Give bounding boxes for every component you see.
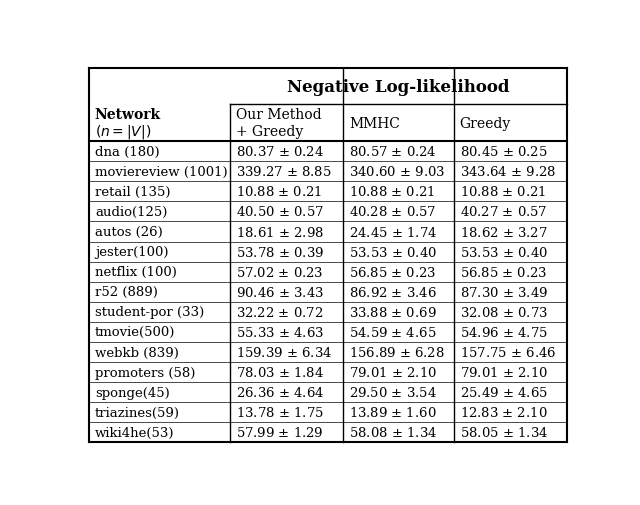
Text: 54.59 $\pm$ 4.65: 54.59 $\pm$ 4.65 xyxy=(349,325,436,339)
Text: 18.62 $\pm$ 3.27: 18.62 $\pm$ 3.27 xyxy=(460,225,547,239)
Text: r52 (889): r52 (889) xyxy=(95,286,157,298)
Text: MMHC: MMHC xyxy=(349,117,400,130)
Text: Greedy: Greedy xyxy=(460,117,511,130)
Text: + Greedy: + Greedy xyxy=(236,125,303,139)
Text: 33.88 $\pm$ 0.69: 33.88 $\pm$ 0.69 xyxy=(349,305,437,319)
Text: 12.83 $\pm$ 2.10: 12.83 $\pm$ 2.10 xyxy=(460,406,547,419)
Text: 56.85 $\pm$ 0.23: 56.85 $\pm$ 0.23 xyxy=(349,265,436,279)
Text: autos (26): autos (26) xyxy=(95,226,163,238)
Text: 13.78 $\pm$ 1.75: 13.78 $\pm$ 1.75 xyxy=(236,406,324,419)
Text: netflix (100): netflix (100) xyxy=(95,266,177,279)
Text: webkb (839): webkb (839) xyxy=(95,346,179,359)
Text: 58.08 $\pm$ 1.34: 58.08 $\pm$ 1.34 xyxy=(349,425,438,439)
Text: $(n = |V|)$: $(n = |V|)$ xyxy=(95,123,151,141)
Text: promoters (58): promoters (58) xyxy=(95,366,195,379)
Text: Our Method: Our Method xyxy=(236,108,321,122)
Text: 90.46 $\pm$ 3.43: 90.46 $\pm$ 3.43 xyxy=(236,285,324,299)
Text: 339.27 $\pm$ 8.85: 339.27 $\pm$ 8.85 xyxy=(236,165,332,179)
Text: 29.50 $\pm$ 3.54: 29.50 $\pm$ 3.54 xyxy=(349,385,437,399)
Text: 40.28 $\pm$ 0.57: 40.28 $\pm$ 0.57 xyxy=(349,205,436,219)
Text: 24.45 $\pm$ 1.74: 24.45 $\pm$ 1.74 xyxy=(349,225,438,239)
Text: 156.89 $\pm$ 6.28: 156.89 $\pm$ 6.28 xyxy=(349,345,445,359)
Text: 32.08 $\pm$ 0.73: 32.08 $\pm$ 0.73 xyxy=(460,305,548,319)
Text: 54.96 $\pm$ 4.75: 54.96 $\pm$ 4.75 xyxy=(460,325,548,339)
Text: retail (135): retail (135) xyxy=(95,185,170,198)
Text: audio(125): audio(125) xyxy=(95,206,167,219)
Text: 25.49 $\pm$ 4.65: 25.49 $\pm$ 4.65 xyxy=(460,385,548,399)
Text: 10.88 $\pm$ 0.21: 10.88 $\pm$ 0.21 xyxy=(460,185,546,199)
Text: 340.60 $\pm$ 9.03: 340.60 $\pm$ 9.03 xyxy=(349,165,445,179)
Text: Network: Network xyxy=(95,108,161,122)
Text: 53.53 $\pm$ 0.40: 53.53 $\pm$ 0.40 xyxy=(460,245,548,259)
Text: 79.01 $\pm$ 2.10: 79.01 $\pm$ 2.10 xyxy=(349,365,437,379)
Text: 80.37 $\pm$ 0.24: 80.37 $\pm$ 0.24 xyxy=(236,145,324,159)
Text: 79.01 $\pm$ 2.10: 79.01 $\pm$ 2.10 xyxy=(460,365,548,379)
Text: jester(100): jester(100) xyxy=(95,245,168,259)
Text: 32.22 $\pm$ 0.72: 32.22 $\pm$ 0.72 xyxy=(236,305,323,319)
Text: triazines(59): triazines(59) xyxy=(95,406,180,419)
Text: 57.99 $\pm$ 1.29: 57.99 $\pm$ 1.29 xyxy=(236,425,323,439)
Text: 55.33 $\pm$ 4.63: 55.33 $\pm$ 4.63 xyxy=(236,325,324,339)
Text: wiki4he(53): wiki4he(53) xyxy=(95,426,174,439)
Text: student-por (33): student-por (33) xyxy=(95,306,204,319)
Text: 53.53 $\pm$ 0.40: 53.53 $\pm$ 0.40 xyxy=(349,245,437,259)
Text: 40.27 $\pm$ 0.57: 40.27 $\pm$ 0.57 xyxy=(460,205,547,219)
Text: sponge(45): sponge(45) xyxy=(95,386,170,399)
Text: 40.50 $\pm$ 0.57: 40.50 $\pm$ 0.57 xyxy=(236,205,324,219)
Text: 18.61 $\pm$ 2.98: 18.61 $\pm$ 2.98 xyxy=(236,225,324,239)
Text: 56.85 $\pm$ 0.23: 56.85 $\pm$ 0.23 xyxy=(460,265,547,279)
Text: 78.03 $\pm$ 1.84: 78.03 $\pm$ 1.84 xyxy=(236,365,324,379)
Text: 80.57 $\pm$ 0.24: 80.57 $\pm$ 0.24 xyxy=(349,145,437,159)
Text: 26.36 $\pm$ 4.64: 26.36 $\pm$ 4.64 xyxy=(236,385,324,399)
Text: 87.30 $\pm$ 3.49: 87.30 $\pm$ 3.49 xyxy=(460,285,548,299)
Text: tmovie(500): tmovie(500) xyxy=(95,326,175,339)
Text: 13.89 $\pm$ 1.60: 13.89 $\pm$ 1.60 xyxy=(349,406,436,419)
Text: 57.02 $\pm$ 0.23: 57.02 $\pm$ 0.23 xyxy=(236,265,323,279)
Text: 343.64 $\pm$ 9.28: 343.64 $\pm$ 9.28 xyxy=(460,165,556,179)
Text: 86.92 $\pm$ 3.46: 86.92 $\pm$ 3.46 xyxy=(349,285,437,299)
Text: 53.78 $\pm$ 0.39: 53.78 $\pm$ 0.39 xyxy=(236,245,324,259)
Text: moviereview (1001): moviereview (1001) xyxy=(95,166,227,178)
Text: 157.75 $\pm$ 6.46: 157.75 $\pm$ 6.46 xyxy=(460,345,556,359)
Text: 10.88 $\pm$ 0.21: 10.88 $\pm$ 0.21 xyxy=(349,185,435,199)
Text: 10.88 $\pm$ 0.21: 10.88 $\pm$ 0.21 xyxy=(236,185,322,199)
Text: dna (180): dna (180) xyxy=(95,145,159,159)
Text: 159.39 $\pm$ 6.34: 159.39 $\pm$ 6.34 xyxy=(236,345,332,359)
Text: 80.45 $\pm$ 0.25: 80.45 $\pm$ 0.25 xyxy=(460,145,547,159)
Text: Negative Log-likelihood: Negative Log-likelihood xyxy=(287,79,510,95)
Text: 58.05 $\pm$ 1.34: 58.05 $\pm$ 1.34 xyxy=(460,425,548,439)
